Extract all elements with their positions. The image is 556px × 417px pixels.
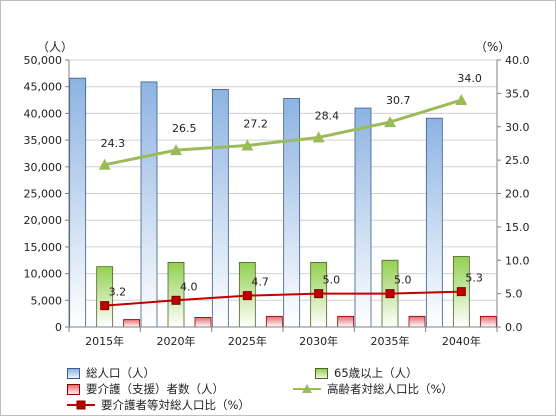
- y-left-tick-label: 35,000: [24, 134, 63, 147]
- data-label-care-ratio: 3.2: [109, 286, 127, 299]
- y-left-tick-label: 50,000: [24, 54, 63, 67]
- y-right-tick-label: 20.0: [505, 188, 530, 201]
- y-right-tick-label: 10.0: [505, 254, 530, 267]
- bar-total-population: [425, 117, 443, 328]
- legend-label-elderly-ratio: 高齢者対総人口比（%）: [327, 382, 453, 396]
- triangle-marker-icon: [302, 384, 312, 393]
- point-care-ratio: [314, 289, 324, 299]
- legend-label-total-population: 総人口（人）: [86, 366, 155, 380]
- data-label-elderly-ratio: 26.5: [172, 122, 197, 135]
- point-care-ratio: [171, 295, 181, 305]
- x-category-label: 2030年: [299, 334, 338, 348]
- legend-item-care-recipients: 要介護（支援）者数（人）: [67, 381, 224, 397]
- point-care-ratio: [385, 289, 395, 299]
- x-category-label: 2035年: [371, 334, 410, 348]
- square-marker-icon: [76, 400, 86, 410]
- data-label-care-ratio: 4.0: [180, 280, 198, 293]
- x-category-label: 2025年: [228, 334, 267, 348]
- data-label-elderly-ratio: 30.7: [386, 94, 411, 107]
- data-label-care-ratio: 5.0: [323, 274, 341, 287]
- y-right-tick-label: 5.0: [505, 288, 523, 301]
- legend-item-total-population: 総人口（人）: [67, 365, 155, 381]
- point-elderly-ratio: [312, 131, 325, 143]
- legend-item-age-65-plus: 65歳以上（人）: [315, 365, 418, 381]
- legend-label-care-ratio: 要介護者等対総人口比（%）: [101, 398, 250, 412]
- y-right-tick-label: 15.0: [505, 221, 530, 234]
- legend-label-age-65-plus: 65歳以上（人）: [334, 366, 418, 380]
- point-care-ratio: [100, 301, 110, 311]
- point-elderly-ratio: [98, 158, 111, 170]
- data-label-care-ratio: 4.7: [251, 276, 268, 289]
- point-elderly-ratio: [384, 116, 396, 128]
- bar-care-recipients: [479, 315, 497, 328]
- y-left-tick-label: 5,000: [31, 294, 63, 307]
- data-label-elderly-ratio: 28.4: [315, 109, 340, 122]
- y-right-tick-label: 40.0: [505, 54, 530, 67]
- legend-swatch-care-recipients: [67, 383, 80, 395]
- y-right-tick-label: 35.0: [505, 87, 530, 100]
- x-category-label: 2040年: [442, 334, 481, 348]
- point-care-ratio: [242, 291, 252, 301]
- y-left-tick-label: 10,000: [24, 268, 63, 281]
- x-category-label: 2020年: [157, 334, 196, 348]
- legend-label-care-recipients: 要介護（支援）者数（人）: [86, 382, 224, 396]
- bar-care-recipients: [194, 316, 212, 328]
- point-elderly-ratio: [241, 139, 254, 151]
- y-right-tick-label: 30.0: [505, 121, 530, 134]
- data-label-elderly-ratio: 27.2: [243, 117, 267, 130]
- bar-total-population: [211, 88, 229, 328]
- bar-age-65-plus: [167, 261, 185, 328]
- bar-total-population: [69, 77, 87, 328]
- point-elderly-ratio: [455, 94, 468, 106]
- y-left-tick-label: 30,000: [24, 161, 63, 174]
- line-marks: [98, 94, 468, 311]
- bar-total-population: [283, 98, 301, 328]
- x-category-label: 2015年: [85, 334, 124, 348]
- legend-swatch-age-65-plus: [315, 367, 328, 379]
- y-left-unit-label: （人）: [37, 40, 73, 54]
- point-elderly-ratio: [170, 144, 182, 156]
- y-left-tick-label: 20,000: [24, 214, 63, 227]
- bar-total-population: [140, 81, 158, 328]
- y-left-tick-label: 25,000: [24, 188, 63, 201]
- line-care-ratio: [104, 290, 462, 307]
- y-right-tick-label: 25.0: [505, 154, 530, 167]
- y-left-tick-label: 15,000: [24, 241, 63, 254]
- bar-care-recipients: [265, 315, 283, 328]
- axes: 0 5,000 10,000 15,000 20,000 25,000 30,000 35,0…: [24, 40, 530, 348]
- data-label-elderly-ratio: 34.0: [457, 72, 482, 85]
- line-elderly-ratio: [104, 98, 462, 167]
- y-right-tick-label: 0.0: [505, 321, 523, 334]
- legend-item-elderly-ratio: 高齢者対総人口比（%）: [293, 381, 453, 397]
- y-left-tick-label: 45,000: [24, 81, 63, 94]
- data-label-elderly-ratio: 24.3: [101, 137, 126, 150]
- y-left-tick-label: 40,000: [24, 107, 63, 120]
- point-care-ratio: [456, 287, 466, 297]
- data-label-care-ratio: 5.3: [465, 272, 483, 285]
- legend-swatch-total-population: [67, 367, 80, 379]
- data-labels: 24.3 26.5 27.2 28.4 30.7 34.0 3.2 4.0 4.7 5.0 5.0 5…: [101, 72, 483, 299]
- y-left-tick-label: 0: [55, 321, 62, 334]
- legend-swatch-elderly-ratio: [293, 383, 321, 395]
- bar-care-recipients: [408, 315, 426, 328]
- y-right-unit-label: （%）: [475, 40, 510, 54]
- legend-item-care-ratio: 要介護者等対総人口比（%）: [67, 397, 250, 413]
- legend-swatch-care-ratio: [67, 399, 95, 411]
- bar-care-recipients: [123, 319, 141, 328]
- bar-care-recipients: [337, 315, 355, 328]
- data-label-care-ratio: 5.0: [394, 274, 412, 287]
- bar-marks: [69, 77, 497, 328]
